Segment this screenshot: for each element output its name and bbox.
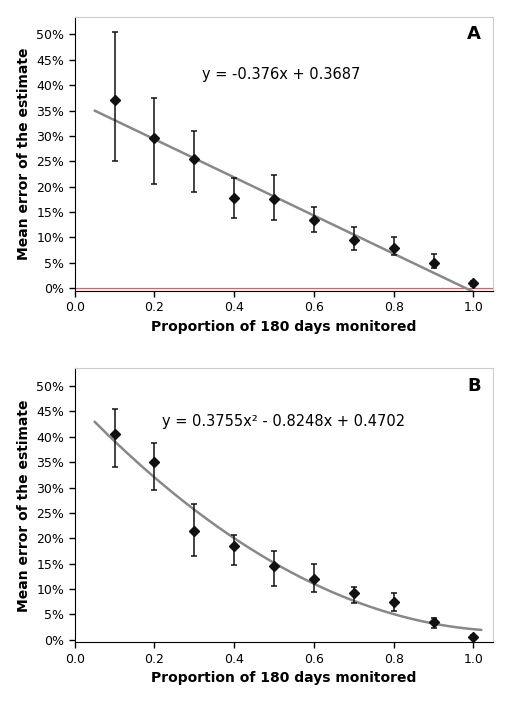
Text: y = 0.3755x² - 0.8248x + 0.4702: y = 0.3755x² - 0.8248x + 0.4702 — [162, 414, 405, 429]
Y-axis label: Mean error of the estimate: Mean error of the estimate — [17, 399, 31, 611]
Text: B: B — [466, 376, 480, 395]
X-axis label: Proportion of 180 days monitored: Proportion of 180 days monitored — [151, 671, 416, 685]
X-axis label: Proportion of 180 days monitored: Proportion of 180 days monitored — [151, 319, 416, 333]
Text: y = -0.376x + 0.3687: y = -0.376x + 0.3687 — [202, 67, 360, 82]
Text: A: A — [466, 25, 480, 43]
Y-axis label: Mean error of the estimate: Mean error of the estimate — [17, 48, 31, 260]
